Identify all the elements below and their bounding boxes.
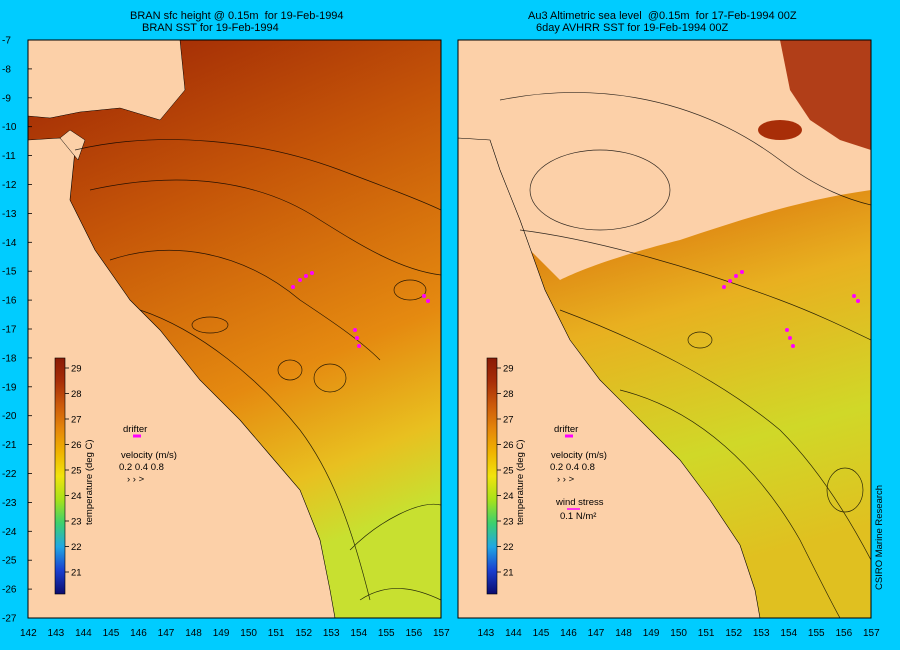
left-colorbar-tick-label: 22 (71, 542, 82, 553)
right-colorbar-tick-label: 24 (503, 491, 514, 502)
longitude-tick-label: 144 (75, 628, 92, 639)
right-colorbar (486, 357, 498, 595)
latitude-tick-label: -17 (2, 325, 17, 336)
right-velocity-label: velocity (m/s) (551, 450, 607, 461)
longitude-tick-label: 145 (103, 628, 120, 639)
left-colorbar-tick-label: 26 (71, 440, 82, 451)
latitude-tick-label: -21 (2, 440, 17, 451)
longitude-tick-label: 151 (698, 628, 715, 639)
latitude-tick-label: -27 (2, 614, 17, 625)
longitude-tick-label: 146 (130, 628, 147, 639)
left-colorbar-tick-label: 27 (71, 415, 82, 426)
longitude-tick-label: 155 (808, 628, 825, 639)
latitude-tick-label: -14 (2, 238, 17, 249)
longitude-tick-label: 154 (350, 628, 367, 639)
right-colorbar-tick-label: 21 (503, 568, 514, 579)
left-colorbar-tick-label: 25 (71, 466, 82, 477)
right-colorbar-label: temperature (deg C) (515, 439, 526, 525)
latitude-tick-label: -16 (2, 296, 17, 307)
right-colorbar-ticks: 29 28 27 26 25 24 23 22 21 (497, 364, 514, 579)
left-title-line1: BRAN sfc height @ 0.15m for 19-Feb-1994 (130, 10, 344, 22)
latitude-tick-label: -24 (2, 527, 17, 538)
longitude-tick-label: 148 (185, 628, 202, 639)
longitude-tick-label: 146 (560, 628, 577, 639)
right-velocity-arrows: › › > (557, 474, 575, 485)
longitude-tick-label: 150 (240, 628, 257, 639)
latitude-tick-label: -26 (2, 585, 17, 596)
right-colorbar-tick-label: 26 (503, 440, 514, 451)
left-colorbar-tick-label: 29 (71, 364, 82, 375)
longitude-tick-label: 154 (780, 628, 797, 639)
right-colorbar-tick-label: 27 (503, 415, 514, 426)
longitude-tick-label: 147 (588, 628, 605, 639)
latitude-tick-label: -19 (2, 382, 17, 393)
left-colorbar-label: temperature (deg C) (84, 439, 95, 525)
latitude-tick-label: -15 (2, 267, 17, 278)
latitude-tick-label: -10 (2, 122, 17, 133)
latitude-tick-label: -13 (2, 209, 17, 220)
longitude-tick-label: 153 (323, 628, 340, 639)
left-colorbar-ticks: 29 28 27 26 25 24 23 22 21 (65, 364, 82, 579)
latitude-tick-label: -23 (2, 498, 17, 509)
longitude-tick-label: 151 (268, 628, 285, 639)
longitude-tick-label: 143 (478, 628, 495, 639)
right-title-line2: 6day AVHRR SST for 19-Feb-1994 00Z (536, 22, 729, 34)
left-colorbar (54, 357, 66, 595)
longitude-tick-label: 156 (405, 628, 422, 639)
longitude-tick-label: 147 (158, 628, 175, 639)
latitude-tick-label: -20 (2, 411, 17, 422)
left-map (28, 40, 441, 618)
left-velocity-arrows: › › > (127, 474, 145, 485)
right-colorbar-tick-label: 28 (503, 389, 514, 400)
longitude-tick-label: 149 (643, 628, 660, 639)
longitude-tick-label: 150 (670, 628, 687, 639)
latitude-tick-label: -12 (2, 180, 17, 191)
longitude-tick-label: 157 (863, 628, 880, 639)
right-drifter-label: drifter (554, 424, 578, 435)
right-colorbar-tick-label: 29 (503, 364, 514, 375)
longitude-tick-label: 142 (20, 628, 37, 639)
longitude-tick-label: 149 (213, 628, 230, 639)
left-colorbar-tick-label: 21 (71, 568, 82, 579)
right-velocity-scale: 0.2 0.4 0.8 (550, 462, 595, 473)
right-colorbar-tick-label: 25 (503, 466, 514, 477)
left-colorbar-tick-label: 28 (71, 389, 82, 400)
right-colorbar-tick-label: 22 (503, 542, 514, 553)
longitude-tick-label: 157 (433, 628, 450, 639)
longitude-tick-label: 152 (725, 628, 742, 639)
longitude-tick-label: 143 (48, 628, 65, 639)
right-wind-scale: 0.1 N/m² (560, 511, 596, 522)
right-wind-label: wind stress (555, 497, 604, 508)
latitude-tick-label: -8 (2, 64, 11, 75)
credit-text: CSIRO Marine Research (874, 485, 885, 590)
left-title-line2: BRAN SST for 19-Feb-1994 (142, 22, 279, 34)
latitude-tick-label: -22 (2, 469, 17, 480)
longitude-tick-label: 152 (295, 628, 312, 639)
left-velocity-scale: 0.2 0.4 0.8 (119, 462, 164, 473)
latitude-tick-label: -9 (2, 93, 11, 104)
right-colorbar-tick-label: 23 (503, 517, 514, 528)
right-map (458, 40, 871, 618)
longitude-tick-label: 144 (505, 628, 522, 639)
longitude-tick-label: 153 (753, 628, 770, 639)
left-colorbar-tick-label: 23 (71, 517, 82, 528)
latitude-ticks: -7 -8 -9 -10 -11 -12 -13 -14 -15 -16 -17 -18 -19 -20 -… (2, 36, 32, 625)
longitude-tick-label: 145 (533, 628, 550, 639)
longitude-ticks: 142 143 144 145 146 147 148 149 150 151 152 153 154 1… (20, 628, 880, 639)
longitude-tick-label: 148 (615, 628, 632, 639)
longitude-tick-label: 156 (835, 628, 852, 639)
latitude-tick-label: -25 (2, 556, 17, 567)
longitude-tick-label: 155 (378, 628, 395, 639)
latitude-tick-label: -18 (2, 353, 17, 364)
left-velocity-label: velocity (m/s) (121, 450, 177, 461)
latitude-tick-label: -7 (2, 36, 11, 47)
latitude-tick-label: -11 (2, 151, 16, 162)
left-colorbar-tick-label: 24 (71, 491, 82, 502)
left-drifter-label: drifter (123, 424, 147, 435)
right-title-line1: Au3 Altimetric sea level @0.15m for 17-F… (528, 10, 797, 22)
